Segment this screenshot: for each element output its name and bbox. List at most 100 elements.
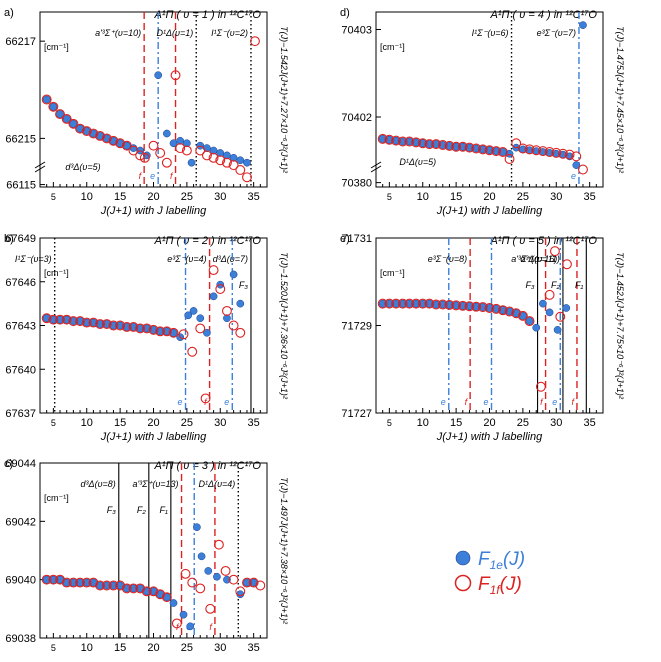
- f1f-point: [228, 160, 239, 171]
- f1f-point: [457, 141, 468, 152]
- panel-title: A¹Π ( υ = 5 ) in ¹²C¹⁷O: [489, 235, 597, 247]
- y-unit-label: [cm⁻¹]: [380, 42, 405, 52]
- x-tick-label: 35: [248, 191, 260, 203]
- f1f-point: [121, 322, 132, 332]
- f1e-point: [184, 311, 193, 320]
- f1e-point: [553, 326, 562, 334]
- f1f-point: [95, 319, 106, 329]
- x-tick-label: 30: [214, 191, 226, 203]
- y-tick-label: 71727: [341, 408, 372, 420]
- perturber-sub-label: F₂: [551, 280, 560, 290]
- f1f-point: [491, 303, 502, 314]
- legend: F1e(J)F1f(J): [454, 549, 525, 597]
- f1f-point: [88, 128, 99, 139]
- f1f-point: [524, 316, 535, 327]
- legend-f1f-argument: (J): [500, 574, 522, 595]
- f1f-point: [181, 145, 192, 156]
- f1f-point: [115, 138, 126, 149]
- panel-b: b) A¹Π ( υ = 2 ) in ¹²C¹⁷O [cm⁻¹] I¹Σ⁻(υ=3)…: [4, 233, 289, 443]
- f1f-point: [128, 322, 139, 332]
- f1f-point: [431, 299, 442, 310]
- f1f-point: [200, 393, 211, 404]
- f1f-point: [115, 320, 126, 331]
- x-tick-label: 30: [550, 191, 562, 203]
- y-tick-label: 67649: [5, 233, 36, 245]
- perturber-sub-label: e: [552, 397, 557, 407]
- f1e-point: [42, 95, 51, 104]
- f1e-point: [189, 307, 198, 315]
- x-tick-label: 5: [387, 192, 392, 202]
- perturber-sub-label: F₃: [239, 280, 248, 290]
- f1f-point: [228, 320, 239, 331]
- f1f-point: [220, 565, 231, 576]
- f1f-point: [55, 109, 65, 120]
- f1f-point: [205, 603, 216, 614]
- f1f-point: [484, 303, 495, 313]
- perturber-label: I¹Σ⁻(υ=3): [15, 254, 52, 264]
- f1f-point: [544, 147, 555, 157]
- perturber-label: d³Δ(υ=7): [213, 254, 248, 264]
- panel-title: A¹Π ( υ = 3 ) in ¹²C¹⁷O: [153, 460, 261, 472]
- y-unit-label: [cm⁻¹]: [380, 268, 405, 278]
- perturber-sub-label: f: [465, 397, 469, 407]
- f1f-point: [148, 586, 159, 597]
- x-tick-label: 30: [214, 642, 226, 654]
- right-axis-label: T(J)−1.475J(J+1)+7.45×10⁻⁶J²(J+1)²: [615, 26, 625, 174]
- perturber-sub-label: F₂: [137, 505, 146, 515]
- x-tick-label: 5: [51, 643, 56, 653]
- f1f-point: [180, 568, 191, 579]
- perturber-label: d³Δ(υ=8): [81, 479, 116, 489]
- f1e-point: [187, 158, 196, 167]
- perturber-label: a'³Σ⁺(υ=13): [132, 479, 178, 489]
- perturber-sub-label: F₃: [525, 280, 534, 290]
- f1f-point: [187, 577, 198, 588]
- legend-f1f-marker: [454, 574, 472, 592]
- f1e-point: [193, 523, 201, 532]
- f1f-point: [578, 164, 588, 175]
- f1f-point: [537, 146, 548, 157]
- x-tick-label: 20: [147, 191, 159, 203]
- f1f-point: [417, 138, 428, 149]
- f1f-point: [178, 329, 189, 340]
- x-tick-label: 20: [483, 191, 495, 203]
- f1f-point: [95, 131, 106, 141]
- x-tick-label: 30: [214, 417, 226, 429]
- legend-f1f-subscript: 1f: [490, 583, 502, 597]
- legend-f1f-label: F1f(J): [478, 574, 522, 597]
- f1e-point: [176, 136, 185, 145]
- f1f-point: [535, 381, 546, 392]
- f1e-point: [236, 299, 245, 308]
- f1f-point: [517, 143, 528, 154]
- f1f-point: [471, 301, 482, 312]
- f1f-point: [48, 314, 59, 325]
- f1e-point: [169, 599, 178, 607]
- y-tick-label: 71731: [341, 233, 372, 245]
- f1f-point: [484, 145, 495, 156]
- f1f-point: [255, 580, 266, 591]
- f1f-point: [208, 265, 219, 276]
- x-tick-label: 25: [181, 191, 193, 203]
- f1f-point: [61, 113, 72, 124]
- annotation-label: D¹Δ(υ=5): [399, 157, 436, 167]
- legend-f1e-label: F1e(J): [478, 549, 525, 572]
- right-axis-label: T(J)−1.542J(J+1)+7.27×10⁻⁶J²(J+1)²: [279, 26, 289, 174]
- panel-title: A¹Π ( υ = 1 ) in ¹²C¹⁷O: [153, 9, 261, 21]
- f1f-point: [95, 580, 106, 591]
- f1f-point: [404, 136, 415, 147]
- f1f-point: [524, 144, 535, 155]
- f1f-point: [391, 298, 401, 309]
- f1f-point: [41, 313, 52, 324]
- f1f-point: [504, 306, 515, 317]
- f1e-point: [209, 292, 218, 301]
- axis-break-mark: [370, 161, 382, 169]
- annotation-label: d³Δ(υ=5): [65, 162, 100, 172]
- f1f-point: [75, 577, 86, 588]
- x-tick-label: 35: [248, 417, 260, 429]
- f1f-point: [397, 298, 408, 309]
- panel-label: d): [340, 7, 350, 19]
- f1f-point: [88, 577, 99, 588]
- f1f-point: [171, 618, 182, 629]
- f1f-point: [444, 299, 455, 310]
- f1e-point: [539, 299, 547, 308]
